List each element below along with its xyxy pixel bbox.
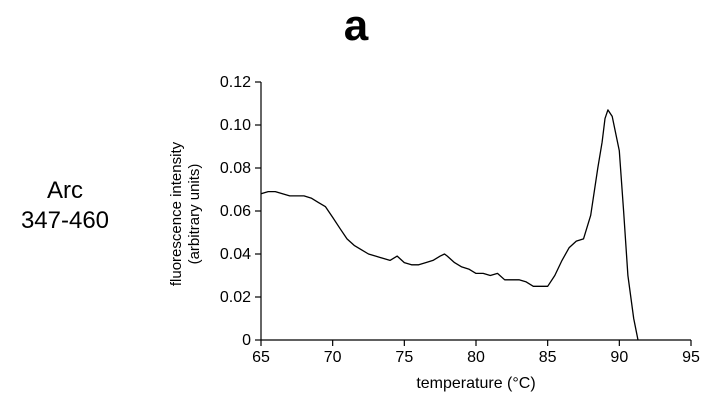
x-tick-label: 85 <box>539 349 557 366</box>
y-tick-label: 0.12 <box>220 74 251 91</box>
sample-label-line1: Arc <box>47 177 83 204</box>
series-line-1 <box>260 109 639 341</box>
y-tick-label: 0 <box>242 332 251 349</box>
x-tick-label: 90 <box>610 349 628 366</box>
y-tick-label: 0.06 <box>220 203 251 220</box>
x-tick-label: 80 <box>467 349 485 366</box>
y-axis-label-line1: fluorescence intensity <box>168 141 185 286</box>
y-tick-label: 0.02 <box>220 289 251 306</box>
chart-series <box>260 109 639 341</box>
panel-letter: a <box>343 1 369 50</box>
y-tick-label: 0.08 <box>220 160 251 177</box>
sample-label-line2: 347-460 <box>20 207 110 234</box>
x-tick-label: 70 <box>324 349 342 366</box>
y-axis-label-line2: (arbitrary units) <box>186 164 203 265</box>
y-tick-label: 0.10 <box>220 117 251 134</box>
x-axis-label: temperature (°C) <box>416 375 535 392</box>
x-tick-label: 65 <box>252 349 270 366</box>
x-tick-label: 95 <box>682 349 700 366</box>
y-axis-ticks: 0 0.02 0.04 0.06 0.08 0.10 0.12 <box>220 74 261 349</box>
y-tick-label: 0.04 <box>220 246 251 263</box>
chart-axes <box>260 82 691 341</box>
x-tick-label: 75 <box>395 349 413 366</box>
x-axis-ticks: 65 70 75 80 85 90 95 <box>252 340 700 366</box>
sample-label: Arc 347-460 <box>0 176 130 236</box>
